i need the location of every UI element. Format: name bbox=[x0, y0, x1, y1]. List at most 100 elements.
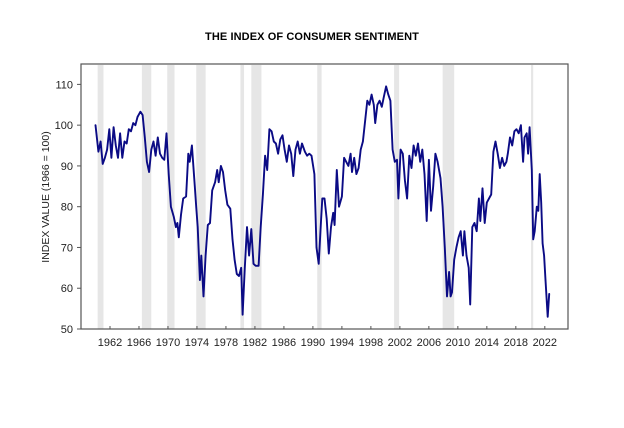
data-point bbox=[479, 220, 481, 222]
data-point bbox=[173, 216, 175, 218]
data-point bbox=[531, 169, 533, 171]
data-point bbox=[394, 161, 396, 163]
data-point bbox=[117, 157, 119, 159]
data-point bbox=[328, 253, 330, 255]
data-point bbox=[351, 171, 353, 173]
data-point bbox=[413, 144, 415, 147]
data-point bbox=[304, 151, 306, 153]
y-tick-label: 110 bbox=[55, 79, 73, 91]
data-point bbox=[315, 246, 318, 249]
data-point bbox=[507, 153, 509, 155]
data-point bbox=[110, 157, 112, 159]
series-layer bbox=[94, 85, 551, 318]
data-point bbox=[404, 179, 406, 181]
y-tick-label: 50 bbox=[61, 324, 73, 336]
data-point bbox=[490, 193, 492, 196]
data-point bbox=[397, 197, 399, 200]
data-point bbox=[360, 149, 362, 151]
data-point bbox=[308, 153, 310, 155]
data-point bbox=[444, 246, 446, 249]
data-point bbox=[532, 238, 534, 240]
data-point bbox=[453, 259, 455, 261]
data-point bbox=[236, 273, 238, 275]
data-point bbox=[199, 279, 201, 281]
data-point bbox=[355, 173, 357, 175]
data-point bbox=[343, 157, 345, 159]
data-point bbox=[189, 161, 191, 163]
data-point bbox=[428, 159, 430, 161]
data-point bbox=[423, 173, 426, 175]
data-point bbox=[113, 126, 115, 128]
data-point bbox=[417, 142, 419, 145]
data-point bbox=[102, 163, 104, 165]
x-tick-label: 1966 bbox=[127, 337, 151, 349]
data-point bbox=[123, 140, 126, 143]
data-point bbox=[277, 153, 279, 155]
data-point bbox=[542, 242, 544, 244]
data-point bbox=[336, 169, 338, 171]
data-point bbox=[463, 230, 465, 232]
data-point bbox=[526, 132, 528, 134]
y-tick-label: 100 bbox=[55, 120, 73, 132]
y-tick-label: 80 bbox=[61, 202, 73, 214]
recession-band bbox=[240, 65, 245, 329]
data-point bbox=[548, 293, 550, 295]
data-point bbox=[451, 291, 453, 293]
data-point bbox=[119, 132, 121, 134]
data-point bbox=[458, 236, 460, 238]
data-point bbox=[419, 161, 421, 163]
data-point bbox=[544, 279, 547, 281]
data-point bbox=[108, 128, 110, 130]
data-point bbox=[426, 220, 428, 222]
x-tick-label: 1974 bbox=[185, 337, 209, 349]
data-point bbox=[323, 197, 326, 200]
data-point bbox=[501, 157, 503, 159]
y-axis-label: INDEX VALUE (1966 = 100) bbox=[40, 131, 52, 262]
data-point bbox=[306, 155, 308, 157]
data-point bbox=[234, 259, 236, 261]
data-point bbox=[518, 132, 520, 134]
data-point bbox=[182, 197, 184, 200]
data-point bbox=[150, 149, 152, 151]
data-point bbox=[345, 161, 347, 163]
data-point bbox=[462, 255, 464, 257]
data-point bbox=[258, 265, 260, 267]
data-point bbox=[484, 222, 486, 224]
data-point bbox=[421, 149, 423, 151]
data-point bbox=[366, 100, 368, 102]
data-point bbox=[130, 130, 132, 132]
plot-frame bbox=[80, 63, 569, 330]
y-tick-label: 60 bbox=[61, 283, 73, 295]
data-point bbox=[299, 153, 301, 155]
data-point bbox=[271, 130, 273, 132]
data-point bbox=[136, 116, 139, 118]
data-point bbox=[297, 140, 299, 143]
data-point bbox=[497, 153, 499, 155]
data-point bbox=[442, 206, 444, 208]
x-axis: 1962 1966 1970 1974 1978 1982 1986 1990 1994 1998… bbox=[98, 326, 557, 349]
data-point bbox=[218, 181, 220, 183]
data-point bbox=[536, 206, 538, 208]
data-point bbox=[216, 169, 218, 171]
y-tick-label: 70 bbox=[61, 242, 73, 254]
data-point bbox=[350, 153, 352, 155]
data-point bbox=[292, 175, 294, 177]
data-point bbox=[379, 100, 381, 102]
data-point bbox=[144, 136, 146, 138]
data-point bbox=[341, 195, 343, 198]
recession-band bbox=[141, 65, 152, 329]
data-point bbox=[132, 122, 134, 124]
data-point bbox=[290, 153, 292, 155]
data-point bbox=[318, 263, 320, 265]
data-point bbox=[128, 128, 130, 130]
data-point bbox=[211, 189, 213, 191]
data-point bbox=[275, 142, 277, 145]
data-point bbox=[492, 151, 494, 153]
data-point bbox=[430, 210, 432, 212]
data-point bbox=[522, 161, 524, 163]
recession-band bbox=[251, 65, 262, 329]
data-point bbox=[529, 126, 531, 128]
data-point bbox=[222, 171, 224, 173]
data-point bbox=[248, 255, 250, 257]
